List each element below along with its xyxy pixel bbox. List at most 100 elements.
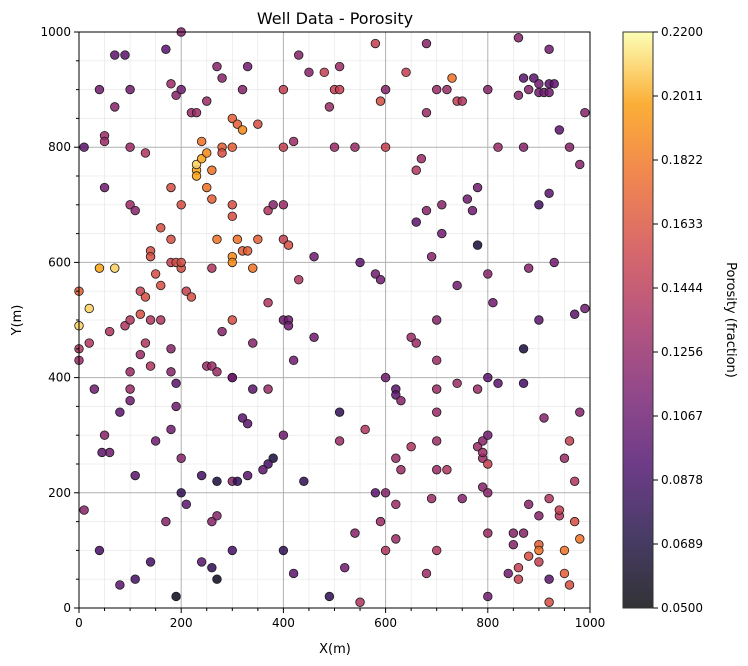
data-point (161, 516, 171, 527)
data-point (140, 338, 151, 348)
x-tick-label: 1000 (575, 616, 606, 630)
data-point (380, 488, 391, 498)
data-point (334, 436, 345, 446)
data-point (176, 84, 186, 95)
data-point (140, 148, 151, 158)
data-point (549, 79, 559, 89)
data-point (278, 545, 289, 556)
data-point (350, 142, 360, 152)
data-point (186, 292, 197, 302)
data-point (288, 136, 299, 147)
data-points (74, 27, 590, 607)
data-point (110, 263, 120, 273)
data-point (196, 557, 207, 567)
data-point (472, 182, 483, 193)
data-point (447, 73, 457, 83)
colorbar-tick-label: 0.1633 (661, 217, 703, 231)
data-point (227, 142, 238, 152)
y-tick-label: 200 (48, 486, 71, 500)
data-point (94, 263, 105, 273)
data-point (156, 223, 166, 233)
data-point (248, 263, 258, 273)
data-point (544, 597, 554, 607)
data-point (569, 516, 580, 527)
data-point (472, 384, 483, 394)
data-point (569, 476, 580, 486)
data-point (534, 545, 544, 556)
data-point (232, 476, 243, 486)
data-point (278, 84, 289, 95)
x-tick-label: 200 (170, 616, 193, 630)
data-point (523, 499, 534, 510)
data-point (258, 465, 268, 475)
data-point (212, 511, 222, 521)
data-point (324, 102, 335, 112)
data-point (110, 102, 120, 112)
y-tick-label: 400 (48, 371, 71, 385)
data-point (421, 38, 432, 49)
data-point (79, 505, 89, 515)
colorbar-title: Porosity (fraction) (723, 262, 738, 378)
data-point (432, 355, 442, 366)
data-point (150, 269, 161, 279)
data-point (125, 367, 135, 377)
data-point (513, 90, 524, 101)
data-point (84, 338, 94, 348)
y-tick-label: 800 (48, 140, 71, 154)
data-point (513, 33, 524, 43)
data-point (544, 87, 554, 98)
data-point (564, 142, 575, 152)
data-point (426, 251, 437, 262)
data-point (580, 303, 590, 314)
data-point (534, 200, 544, 210)
data-point (437, 200, 447, 210)
data-point (278, 430, 289, 440)
data-point (166, 182, 176, 193)
data-point (380, 84, 391, 95)
data-point (462, 194, 473, 204)
data-point (554, 125, 565, 135)
data-point (242, 61, 253, 72)
data-point (564, 436, 575, 446)
data-point (156, 280, 166, 291)
data-point (212, 574, 222, 584)
data-point (309, 251, 319, 262)
data-point (171, 591, 181, 602)
data-point (130, 205, 140, 216)
data-point (283, 240, 294, 250)
data-point (508, 539, 519, 550)
data-point (355, 257, 365, 268)
data-point (324, 591, 335, 602)
data-point (212, 61, 222, 72)
data-point (242, 418, 253, 429)
x-axis-title: X(m) (319, 642, 351, 657)
data-point (207, 165, 217, 175)
data-point (299, 476, 309, 486)
data-point (227, 200, 238, 210)
data-point (534, 511, 544, 521)
data-point (278, 200, 289, 210)
data-point (125, 142, 135, 152)
data-point (544, 188, 554, 198)
data-point (79, 142, 89, 152)
data-point (263, 298, 273, 308)
data-point (391, 534, 401, 544)
data-point (171, 378, 181, 389)
colorbar-tick-label: 0.1067 (661, 409, 703, 423)
data-point (483, 269, 493, 279)
data-point (145, 557, 156, 567)
data-point (227, 257, 238, 268)
data-point (483, 459, 493, 469)
data-point (513, 562, 524, 573)
data-point (432, 545, 442, 556)
data-point (135, 309, 146, 319)
data-point (452, 280, 462, 291)
data-point (84, 303, 94, 314)
data-point (334, 61, 345, 72)
data-point (329, 142, 340, 152)
data-point (120, 50, 130, 60)
data-point (554, 505, 565, 515)
data-point (396, 395, 406, 406)
data-point (559, 545, 570, 556)
